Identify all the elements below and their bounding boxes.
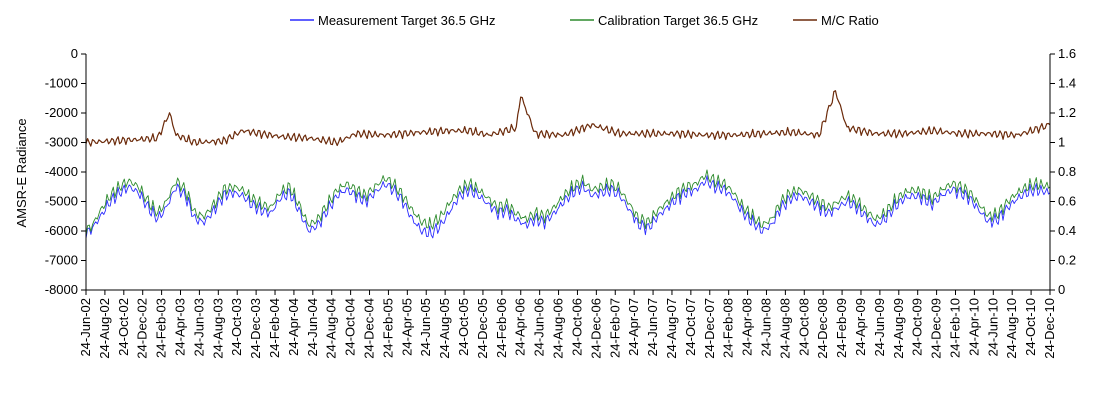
- x-tick-label: 24-Oct-02: [116, 298, 131, 356]
- x-tick-label: 24-Aug-09: [891, 298, 906, 359]
- x-tick-label: 24-Dec-04: [362, 298, 377, 359]
- x-tick-label: 24-Feb-05: [380, 298, 395, 358]
- y-axis-title: AMSR-E Radiance: [14, 118, 29, 227]
- x-tick-label: 24-Jun-03: [191, 298, 206, 357]
- x-tick-label: 24-Jun-10: [985, 298, 1000, 357]
- y2-tick-label: 0.2: [1058, 253, 1076, 268]
- x-tick-label: 24-Dec-07: [702, 298, 717, 359]
- x-tick-label: 24-Feb-03: [154, 298, 169, 358]
- axes: 0 -1000 -2000 -3000 -4000 -5000 -6000 -7000 -800…: [45, 46, 1076, 359]
- y-tick-label: -4000: [45, 164, 78, 179]
- x-tick-label: 24-Jun-04: [305, 298, 320, 357]
- x-tick-label: 24-Dec-06: [588, 298, 603, 359]
- x-tick-label: 24-Dec-08: [815, 298, 830, 359]
- x-tick-label: 24-Aug-02: [97, 298, 112, 359]
- y-tick-label: -3000: [45, 135, 78, 150]
- x-tick-label: 24-Apr-05: [399, 298, 414, 356]
- x-tick-label: 24-Jun-05: [418, 298, 433, 357]
- x-tick-label: 24-Jun-08: [758, 298, 773, 357]
- y2-tick-label: 0.8: [1058, 164, 1076, 179]
- y-tick-label: 0: [71, 46, 78, 61]
- x-tick-label: 24-Oct-06: [569, 298, 584, 356]
- x-tick-label: 24-Feb-07: [607, 298, 622, 358]
- x-tick-label: 24-Feb-06: [494, 298, 509, 358]
- y-tick-label: -5000: [45, 194, 78, 209]
- x-tick-label: 24-Aug-06: [551, 298, 566, 359]
- x-tick-label: 24-Oct-09: [910, 298, 925, 356]
- x-tick-label: 24-Feb-10: [947, 298, 962, 358]
- x-tick-label: 24-Aug-03: [210, 298, 225, 359]
- x-tick-label: 24-Jun-09: [872, 298, 887, 357]
- x-tick-label: 24-Apr-06: [513, 298, 528, 356]
- y-tick-label: -2000: [45, 105, 78, 120]
- x-tick-label: 24-Apr-09: [853, 298, 868, 356]
- x-tick-label: 24-Feb-04: [267, 298, 282, 358]
- x-tick-label: 24-Jun-02: [78, 298, 93, 357]
- y-tick-label: -1000: [45, 76, 78, 91]
- x-tick-label: 24-Oct-04: [343, 298, 358, 356]
- y2-tick-label: 0.4: [1058, 223, 1076, 238]
- x-tick-label: 24-Feb-09: [834, 298, 849, 358]
- legend-label-1: Measurement Target 36.5 GHz: [318, 13, 496, 28]
- y2-tick-label: 1.6: [1058, 46, 1076, 61]
- legend-label-2: Calibration Target 36.5 GHz: [598, 13, 758, 28]
- x-tick-label: 24-Apr-07: [626, 298, 641, 356]
- series-line-3: [85, 90, 1051, 147]
- x-tick-label: 24-Oct-05: [456, 298, 471, 356]
- y2-tick-label: 1.2: [1058, 105, 1076, 120]
- y2-tick-label: 0.6: [1058, 194, 1076, 209]
- x-tick-label: 24-Aug-07: [664, 298, 679, 359]
- legend-label-3: M/C Ratio: [821, 13, 879, 28]
- x-tick-label: 24-Jun-06: [532, 298, 547, 357]
- x-tick-label: 24-Aug-04: [324, 298, 339, 359]
- y-tick-label: -8000: [45, 282, 78, 297]
- x-tick-label: 24-Apr-04: [286, 298, 301, 356]
- series-line-2: [85, 169, 1051, 236]
- x-tick-label: 24-Aug-05: [437, 298, 452, 359]
- x-tick-label: 24-Apr-08: [740, 298, 755, 356]
- series-line-1: [85, 175, 1051, 239]
- x-tick-label: 24-Apr-10: [966, 298, 981, 356]
- x-tick-label: 24-Apr-03: [173, 298, 188, 356]
- x-tick-label: 24-Aug-10: [1004, 298, 1019, 359]
- y2-tick-label: 1: [1058, 135, 1065, 150]
- y2-tick-label: 0: [1058, 282, 1065, 297]
- x-tick-label: 24-Oct-08: [796, 298, 811, 356]
- x-tick-label: 24-Dec-03: [248, 298, 263, 359]
- x-tick-label: 24-Aug-08: [777, 298, 792, 359]
- x-tick-label: 24-Dec-10: [1042, 298, 1057, 359]
- x-tick-label: 24-Jun-07: [645, 298, 660, 357]
- legend: Measurement Target 36.5 GHz Calibration T…: [290, 13, 879, 28]
- x-tick-label: 24-Dec-02: [135, 298, 150, 359]
- x-tick-label: 24-Dec-05: [475, 298, 490, 359]
- x-tick-label: 24-Oct-10: [1023, 298, 1038, 356]
- y-tick-label: -7000: [45, 253, 78, 268]
- x-tick-label: 24-Oct-03: [229, 298, 244, 356]
- x-tick-label: 24-Oct-07: [683, 298, 698, 356]
- x-tick-label: 24-Feb-08: [721, 298, 736, 358]
- x-tick-label: 24-Dec-09: [929, 298, 944, 359]
- y2-tick-label: 1.4: [1058, 76, 1076, 91]
- plot-area: [85, 90, 1051, 239]
- y-tick-label: -6000: [45, 223, 78, 238]
